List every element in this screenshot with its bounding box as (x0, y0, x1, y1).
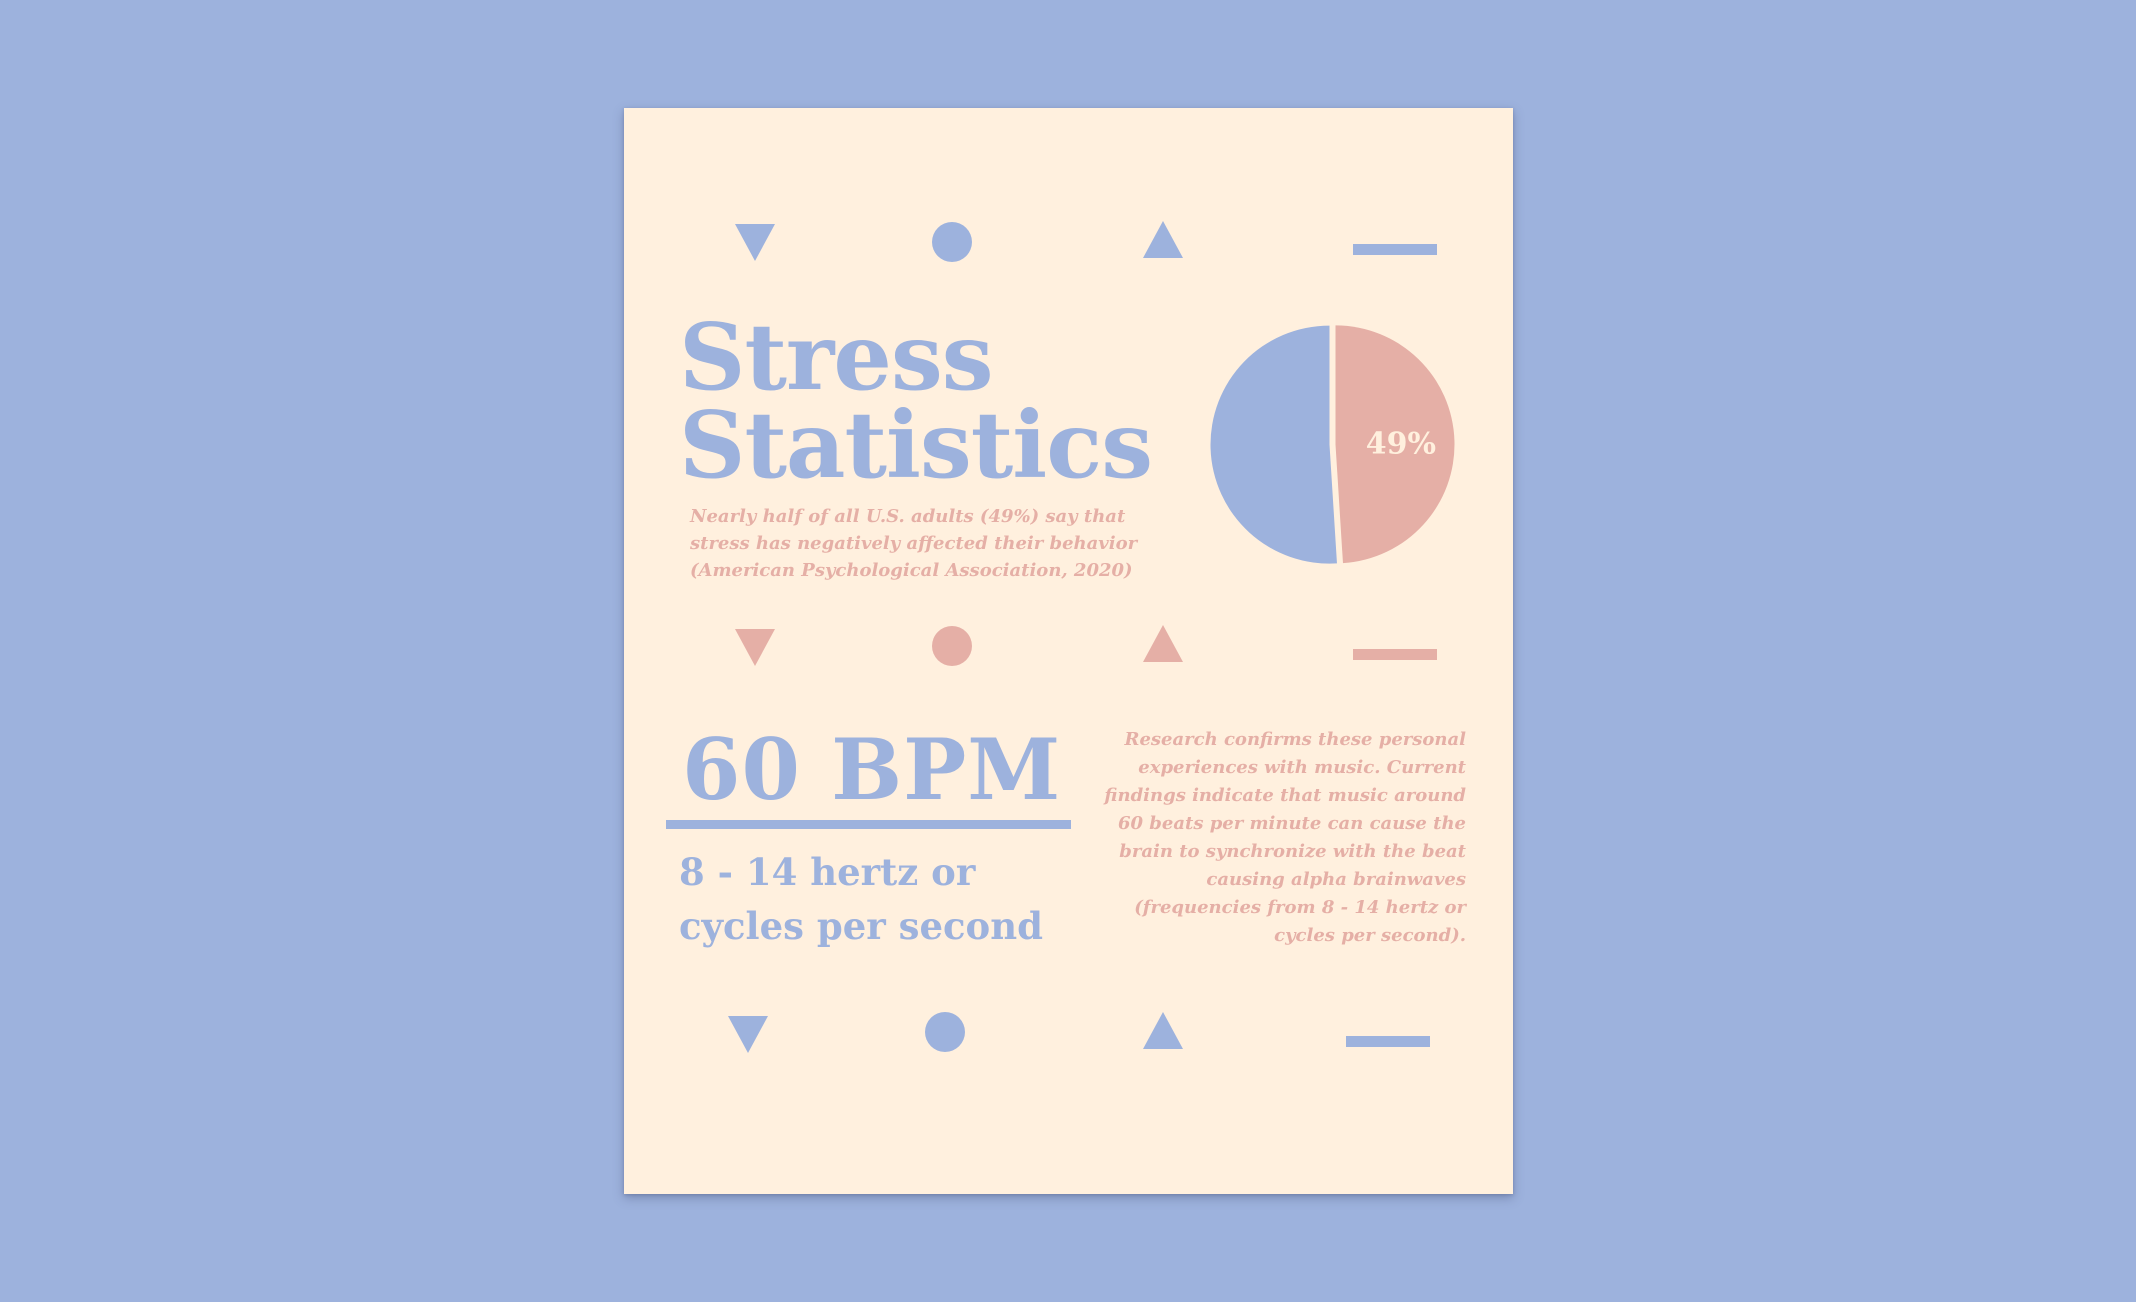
research-text: Research confirms these personal experie… (1104, 729, 1466, 946)
pie-slice-label: 49% (1366, 426, 1436, 461)
dash-icon (1353, 244, 1437, 255)
pie-slice-pink (1335, 325, 1455, 564)
title-line-1: Stress (679, 303, 994, 411)
poster: Stress Statistics 49% Nearly half of all… (624, 108, 1513, 1194)
dash-icon (1346, 1036, 1430, 1047)
triangle-up-icon (1143, 625, 1183, 662)
triangle-up-icon (1143, 1012, 1183, 1049)
circle-icon (932, 626, 972, 666)
bpm-underline (666, 820, 1071, 829)
pie-slice-blue (1210, 325, 1337, 564)
page-title: Stress Statistics (679, 303, 1153, 499)
triangle-down-icon (735, 224, 775, 261)
triangle-up-icon (1143, 221, 1183, 258)
title-line-2: Statistics (679, 391, 1153, 499)
hertz-text: 8 - 14 hertz or cycles per second (679, 850, 1044, 948)
triangle-down-icon (735, 629, 775, 666)
stress-description: Nearly half of all U.S. adults (49%) say… (690, 506, 1138, 581)
triangle-down-icon (728, 1016, 768, 1053)
circle-icon (932, 222, 972, 262)
bpm-heading: 60 BPM (682, 720, 1062, 819)
circle-icon (925, 1012, 965, 1052)
pie-chart: 49% (1210, 325, 1455, 564)
dash-icon (1353, 649, 1437, 660)
